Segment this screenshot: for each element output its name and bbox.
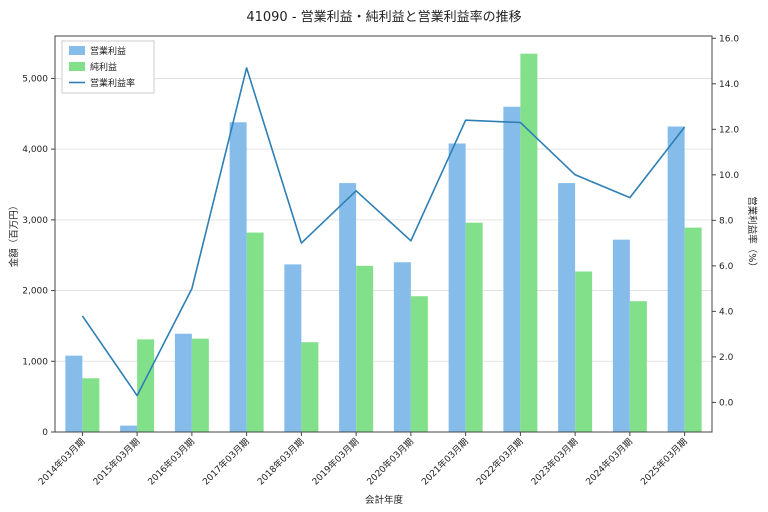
bar-series-1 xyxy=(82,53,702,433)
y-tick-label-left: 1,000 xyxy=(22,357,48,367)
bar xyxy=(120,425,138,432)
bar xyxy=(667,126,685,432)
y-axis-label-right: 営業利益率（%） xyxy=(746,196,758,272)
y-tick-label-right: 16.0 xyxy=(719,34,739,44)
bar xyxy=(356,265,374,432)
y-tick-label-left: 5,000 xyxy=(22,74,48,84)
x-tick-label: 2014年03月期 xyxy=(36,436,88,488)
x-tick-label: 2016年03月期 xyxy=(145,436,197,488)
x-tick-label: 2019年03月期 xyxy=(309,436,361,488)
legend-swatch xyxy=(69,62,85,71)
bar xyxy=(339,183,357,432)
legend-label: 営業利益率 xyxy=(90,77,135,89)
bar xyxy=(191,338,209,432)
legend-item: 営業利益率 xyxy=(69,77,135,89)
bar xyxy=(137,339,155,432)
x-tick-label: 2021年03月期 xyxy=(419,436,471,488)
bar xyxy=(612,239,630,432)
bar xyxy=(520,53,538,433)
x-tick-label: 2015年03月期 xyxy=(90,436,142,488)
y-axis-label-left: 金額（百万円） xyxy=(8,201,20,268)
legend-swatch xyxy=(69,46,85,55)
bar xyxy=(246,232,264,432)
plot-border xyxy=(54,35,713,433)
x-tick-label: 2018年03月期 xyxy=(255,436,307,488)
y-tick-label-left: 4,000 xyxy=(22,145,48,155)
y-tick-label-right: 12.0 xyxy=(719,125,739,135)
bar xyxy=(503,106,521,432)
legend-item: 営業利益 xyxy=(69,45,126,57)
bar xyxy=(448,143,466,432)
bar xyxy=(284,264,302,432)
x-tick-label: 2020年03月期 xyxy=(364,436,416,488)
plot-background xyxy=(55,36,712,432)
bar xyxy=(465,222,483,432)
x-tick-label: 2022年03月期 xyxy=(474,436,526,488)
x-tick-label: 2017年03月期 xyxy=(200,436,252,488)
bar xyxy=(301,342,319,432)
plot-area: 0 1,000 2,000 3,000 4,000 5,000 0.0 2.0 4.0 6.0 8.… xyxy=(22,34,739,487)
y-tick-label-right: 8.0 xyxy=(719,216,734,226)
x-tick-label: 2024年03月期 xyxy=(583,436,635,488)
bar xyxy=(410,296,428,432)
bar xyxy=(629,301,647,432)
y-tick-label-right: 2.0 xyxy=(719,353,734,363)
x-axis-label: 会計年度 xyxy=(365,494,404,506)
bar xyxy=(684,227,702,432)
x-tick-label: 2023年03月期 xyxy=(528,436,580,488)
legend-label: 営業利益 xyxy=(90,45,126,57)
bar-series-0 xyxy=(65,106,685,433)
legend-label: 純利益 xyxy=(90,61,117,73)
y-tick-label-right: 6.0 xyxy=(719,262,734,272)
chart-title: 41090 - 営業利益・純利益と営業利益率の推移 xyxy=(246,9,521,25)
bar xyxy=(174,333,192,432)
bar xyxy=(65,355,83,432)
y-tick-label-right: 4.0 xyxy=(719,307,734,317)
bar xyxy=(229,122,247,433)
bar xyxy=(558,183,576,432)
bar xyxy=(393,262,411,432)
y-tick-label-left: 3,000 xyxy=(22,216,48,226)
y-tick-label-right: 14.0 xyxy=(719,80,739,90)
profit-margin-line xyxy=(81,67,686,397)
y-tick-label-right: 10.0 xyxy=(719,171,739,181)
y-tick-label-left: 0 xyxy=(42,428,48,438)
x-tick-label: 2025年03月期 xyxy=(638,436,690,488)
legend-item: 純利益 xyxy=(69,61,117,73)
y-tick-label-left: 2,000 xyxy=(22,287,48,297)
y-tick-label-right: 0.0 xyxy=(719,398,734,408)
bar xyxy=(82,378,100,432)
bar xyxy=(575,271,593,432)
